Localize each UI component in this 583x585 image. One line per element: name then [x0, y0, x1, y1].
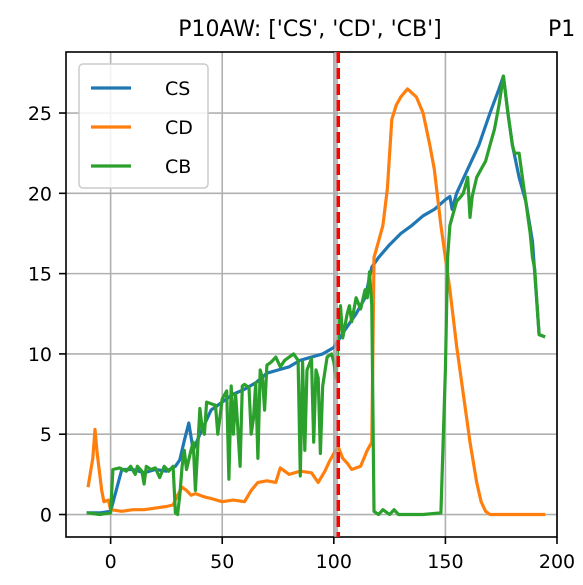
y-tick-label: 0	[40, 505, 52, 527]
series-line-cb	[86, 74, 546, 517]
x-tick-label: 150	[427, 551, 463, 573]
y-tick-label: 20	[28, 183, 52, 205]
y-tick-label: 15	[28, 264, 52, 286]
legend-box	[78, 63, 209, 189]
x-tick-label: 0	[105, 551, 117, 573]
x-tick-label: 200	[539, 551, 575, 573]
reference-lines	[334, 52, 341, 537]
series-line-cd	[86, 87, 546, 517]
series-layer	[86, 74, 546, 517]
axis-ticks: 0 50 100 150 200 0 5 10 15 20 25	[28, 103, 575, 573]
axes-frame	[65, 51, 558, 538]
legend-label-cb: CB	[165, 156, 191, 178]
chart-title: P10AW: ['CS', 'CD', 'CB']	[178, 17, 441, 42]
chart-title-fragment: P1	[548, 17, 575, 42]
y-tick-label: 5	[40, 424, 52, 446]
plot-frame	[65, 51, 558, 538]
x-tick-label: 100	[316, 551, 352, 573]
legend-label-cs: CS	[165, 78, 190, 100]
x-tick-label: 50	[210, 551, 234, 573]
legend: CS CD CB	[78, 63, 209, 189]
y-tick-label: 25	[28, 103, 52, 125]
y-tick-label: 10	[28, 344, 52, 366]
grid	[66, 52, 558, 537]
legend-label-cd: CD	[165, 117, 193, 139]
